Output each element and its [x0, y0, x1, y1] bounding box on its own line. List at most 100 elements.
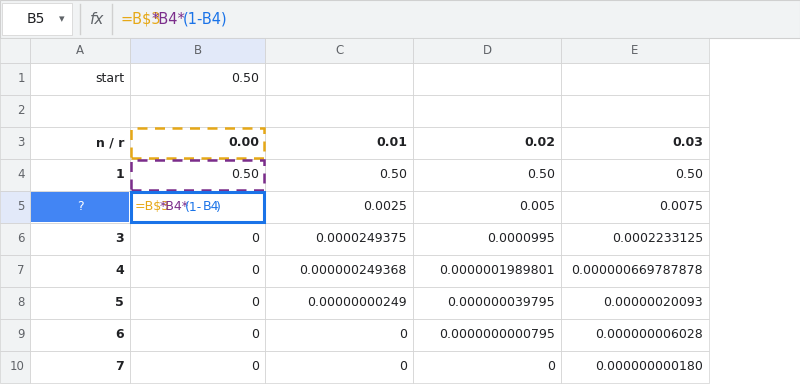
Bar: [265, 319, 413, 351]
Bar: [561, 127, 709, 159]
Bar: [2, 3, 72, 35]
Bar: [30, 63, 130, 95]
Text: 0: 0: [399, 361, 407, 373]
Text: 0.0000249375: 0.0000249375: [315, 233, 407, 245]
Text: 0.0000001989801: 0.0000001989801: [439, 264, 555, 277]
Bar: [265, 127, 413, 159]
Bar: [30, 95, 130, 127]
Text: C: C: [335, 44, 343, 57]
Bar: [265, 38, 413, 63]
Text: 0: 0: [251, 233, 259, 245]
Text: 0.0000000000795: 0.0000000000795: [439, 329, 555, 341]
Text: 0.000000249368: 0.000000249368: [300, 264, 407, 277]
Bar: [265, 95, 413, 127]
Text: 3: 3: [115, 233, 124, 245]
Bar: [265, 191, 413, 223]
Bar: [0, 159, 30, 191]
Text: 1: 1: [115, 168, 124, 182]
Text: 0.50: 0.50: [527, 168, 555, 182]
Bar: [413, 127, 561, 159]
Bar: [131, 128, 264, 158]
Text: *B4*: *B4*: [151, 12, 185, 26]
Bar: [413, 287, 561, 319]
Bar: [413, 38, 561, 63]
Bar: [413, 63, 561, 95]
Text: (1-B4): (1-B4): [182, 12, 227, 26]
Text: 7: 7: [115, 361, 124, 373]
Text: fx: fx: [90, 12, 104, 26]
Text: 0.00000020093: 0.00000020093: [603, 296, 703, 310]
Bar: [30, 287, 130, 319]
Text: 0.000000039795: 0.000000039795: [447, 296, 555, 310]
Text: 0.00000000249: 0.00000000249: [307, 296, 407, 310]
Text: 6: 6: [18, 233, 25, 245]
Bar: [561, 63, 709, 95]
Bar: [0, 351, 30, 383]
Bar: [130, 287, 265, 319]
Bar: [0, 191, 30, 223]
Text: 0.50: 0.50: [231, 72, 259, 86]
Bar: [130, 159, 265, 191]
Text: 5: 5: [18, 200, 25, 214]
Text: A: A: [76, 44, 84, 57]
Text: =B$3: =B$3: [120, 12, 161, 26]
Text: 0: 0: [547, 361, 555, 373]
Text: 0: 0: [251, 361, 259, 373]
Bar: [561, 255, 709, 287]
Text: ?: ?: [77, 200, 83, 214]
Bar: [31, 192, 129, 222]
Text: B5: B5: [27, 12, 45, 26]
Bar: [130, 319, 265, 351]
Text: start: start: [95, 72, 124, 86]
Text: B4: B4: [203, 200, 220, 214]
Bar: [561, 223, 709, 255]
Bar: [130, 223, 265, 255]
Bar: [0, 287, 30, 319]
Text: 0.01: 0.01: [376, 137, 407, 149]
Bar: [0, 255, 30, 287]
Text: ▾: ▾: [59, 14, 65, 24]
Text: 4: 4: [115, 264, 124, 277]
Bar: [561, 191, 709, 223]
Bar: [0, 319, 30, 351]
Text: B: B: [194, 44, 202, 57]
Bar: [561, 95, 709, 127]
Bar: [130, 63, 265, 95]
Text: 0.000000006028: 0.000000006028: [595, 329, 703, 341]
Bar: [265, 255, 413, 287]
Text: ): ): [216, 200, 221, 214]
Bar: [413, 159, 561, 191]
Bar: [265, 63, 413, 95]
Text: 0.000000669787878: 0.000000669787878: [571, 264, 703, 277]
Text: 0.0000995: 0.0000995: [487, 233, 555, 245]
Bar: [30, 191, 130, 223]
Bar: [30, 38, 130, 63]
Bar: [130, 127, 265, 159]
Text: (1-: (1-: [185, 200, 202, 214]
Text: 4: 4: [18, 168, 25, 182]
Bar: [265, 351, 413, 383]
Bar: [413, 319, 561, 351]
Text: 7: 7: [18, 264, 25, 277]
Bar: [30, 351, 130, 383]
Text: 0.50: 0.50: [379, 168, 407, 182]
Text: 0: 0: [251, 329, 259, 341]
Text: 0.02: 0.02: [524, 137, 555, 149]
Bar: [131, 192, 264, 222]
Bar: [413, 351, 561, 383]
Text: 0.000000000180: 0.000000000180: [595, 361, 703, 373]
Text: 0.005: 0.005: [519, 200, 555, 214]
Text: 0.0075: 0.0075: [659, 200, 703, 214]
Text: 2: 2: [18, 104, 25, 118]
Text: D: D: [482, 44, 491, 57]
Bar: [30, 319, 130, 351]
Bar: [130, 351, 265, 383]
Bar: [561, 319, 709, 351]
Bar: [131, 160, 264, 190]
Bar: [30, 223, 130, 255]
Bar: [30, 127, 130, 159]
Bar: [130, 38, 265, 63]
Bar: [413, 255, 561, 287]
Text: 0.0025: 0.0025: [363, 200, 407, 214]
Bar: [130, 191, 265, 223]
